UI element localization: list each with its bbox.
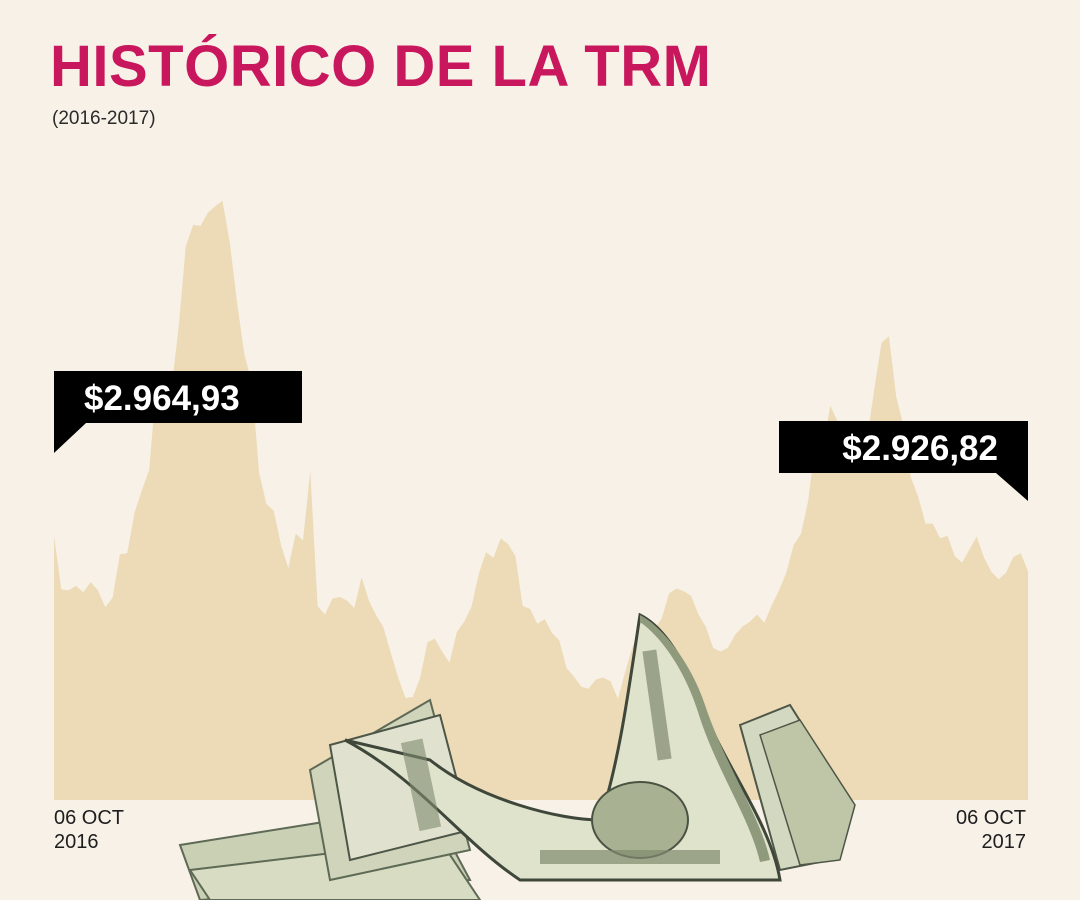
x-axis-start-date: 06 OCT: [54, 807, 125, 829]
dollar-bill-back: [759, 719, 856, 866]
dollar-bill-front: [640, 615, 770, 862]
trm-area-series: [54, 200, 1028, 801]
start-callout-pointer: [54, 423, 86, 453]
start-value-callout: $2.964,93: [54, 371, 302, 423]
x-axis-end-year: 2017: [981, 831, 1027, 853]
x-axis-end-date: 06 OCT: [955, 807, 1026, 829]
bill-border-detail: [642, 649, 672, 761]
x-axis-end-label: 06 OCT 2017: [956, 806, 1026, 854]
end-callout-pointer: [996, 473, 1028, 501]
dollar-bills-illustration: [178, 612, 856, 900]
x-axis-start-year: 2016: [54, 831, 99, 853]
bill-portrait-oval: [591, 781, 689, 859]
bill-border-detail: [400, 738, 442, 832]
end-value-callout: $2.926,82: [779, 421, 1028, 473]
chart-title: HISTÓRICO DE LA TRM: [50, 34, 712, 99]
x-axis-start-label: 06 OCT 2016: [54, 806, 124, 854]
bill-border-detail: [540, 850, 720, 864]
chart-subtitle: (2016-2017): [52, 108, 156, 129]
